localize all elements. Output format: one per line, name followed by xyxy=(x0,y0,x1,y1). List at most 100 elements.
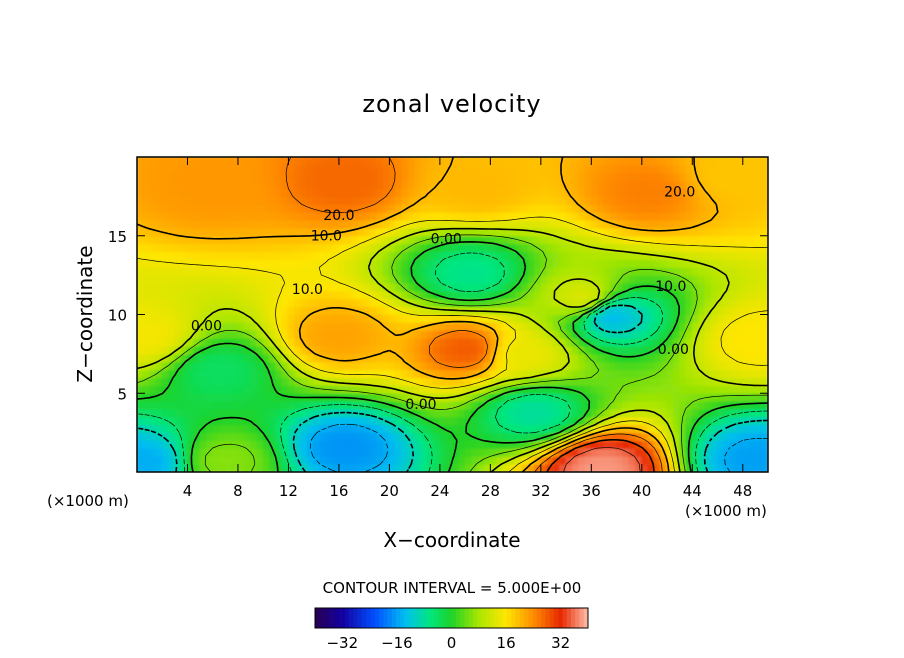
field-cell xyxy=(685,416,693,426)
field-cell xyxy=(660,306,668,316)
field-cell xyxy=(155,321,163,331)
x-tick-label: 44 xyxy=(683,482,702,500)
field-cell xyxy=(344,424,353,434)
field-cell xyxy=(376,266,384,276)
field-cell xyxy=(698,290,706,300)
field-cell xyxy=(653,447,662,457)
field-cell xyxy=(527,243,536,253)
field-cell xyxy=(275,219,283,229)
field-cell xyxy=(161,251,170,260)
field-cell xyxy=(691,203,700,213)
field-cell xyxy=(584,463,592,472)
field-cell xyxy=(515,345,523,355)
field-cell xyxy=(395,353,403,363)
field-cell xyxy=(205,408,214,418)
field-cell xyxy=(672,329,681,339)
field-cell xyxy=(205,424,214,434)
field-cell xyxy=(351,440,359,449)
field-cell xyxy=(395,369,403,379)
field-cell xyxy=(641,440,649,449)
field-cell xyxy=(174,266,182,276)
field-cell xyxy=(761,321,768,331)
field-cell xyxy=(174,432,182,442)
field-cell xyxy=(445,432,453,442)
field-cell xyxy=(193,361,201,371)
field-cell xyxy=(313,188,321,197)
field-cell xyxy=(452,416,460,426)
field-cell xyxy=(717,306,725,316)
field-cell xyxy=(376,290,384,300)
field-cell xyxy=(540,203,548,213)
field-cell xyxy=(527,274,536,284)
field-cell xyxy=(470,369,479,379)
field-cell xyxy=(464,195,472,205)
field-cell xyxy=(180,384,188,394)
field-cell xyxy=(502,369,510,379)
field-cell xyxy=(433,361,441,371)
field-cell xyxy=(237,321,245,331)
field-cell xyxy=(691,353,700,363)
field-cell xyxy=(256,447,264,457)
field-cell xyxy=(369,306,378,316)
field-cell xyxy=(363,345,371,355)
field-cell xyxy=(161,195,170,205)
field-cell xyxy=(420,211,428,221)
field-cell xyxy=(243,353,252,363)
field-cell xyxy=(691,258,700,268)
field-cell xyxy=(571,219,580,229)
field-cell xyxy=(420,329,428,339)
field-cell xyxy=(137,440,144,449)
field-cell xyxy=(174,164,182,174)
field-cell xyxy=(584,337,592,347)
field-cell xyxy=(407,447,416,457)
field-cell xyxy=(641,463,649,472)
field-cell xyxy=(161,164,170,174)
field-cell xyxy=(414,172,422,182)
field-cell xyxy=(256,463,264,472)
field-cell xyxy=(735,432,744,442)
field-cell xyxy=(603,164,611,174)
field-cell xyxy=(464,392,472,402)
field-cell xyxy=(193,447,201,457)
field-cell xyxy=(344,203,353,213)
field-cell xyxy=(161,298,170,308)
field-cell xyxy=(237,172,245,182)
field-cell xyxy=(395,227,403,237)
field-cell xyxy=(527,361,536,371)
field-cell xyxy=(527,164,536,174)
field-cell xyxy=(363,188,371,197)
field-cell xyxy=(559,243,567,253)
field-cell xyxy=(256,455,264,465)
field-cell xyxy=(679,345,687,355)
field-cell xyxy=(477,432,485,442)
field-cell xyxy=(212,424,220,434)
field-cell xyxy=(723,353,731,363)
field-cell xyxy=(325,306,334,316)
field-cell xyxy=(193,345,201,355)
field-cell xyxy=(634,298,643,308)
field-cell xyxy=(382,235,390,245)
x-tick-label: 28 xyxy=(481,482,500,500)
field-cell xyxy=(275,377,283,386)
field-cell xyxy=(761,290,768,300)
field-cell xyxy=(534,164,542,174)
field-cell xyxy=(388,463,397,472)
field-cell xyxy=(679,258,687,268)
field-cell xyxy=(294,243,302,253)
field-cell xyxy=(262,353,271,363)
field-cell xyxy=(710,172,719,182)
field-cell xyxy=(742,440,750,449)
field-cell xyxy=(477,463,485,472)
contour-line xyxy=(137,227,768,472)
field-cell xyxy=(698,251,706,260)
field-cell xyxy=(546,188,554,197)
field-cell xyxy=(609,455,618,465)
field-cell xyxy=(672,345,681,355)
field-cell xyxy=(672,416,681,426)
field-cell xyxy=(609,274,618,284)
field-cell xyxy=(710,353,719,363)
field-cell xyxy=(641,306,649,316)
field-cell xyxy=(174,290,182,300)
field-cell xyxy=(748,329,756,339)
field-cell xyxy=(489,274,498,284)
